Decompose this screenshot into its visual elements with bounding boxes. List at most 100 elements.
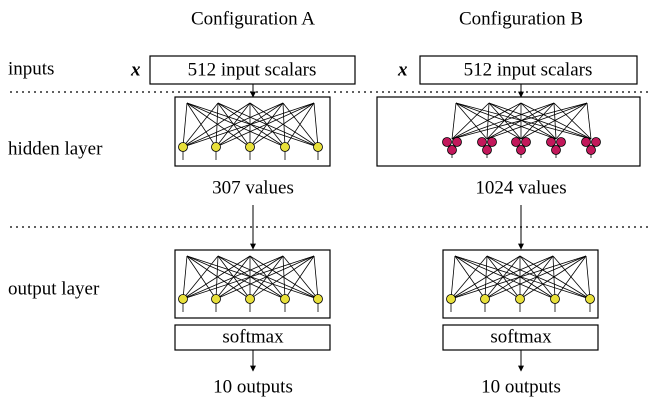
connection [486, 255, 556, 300]
connection [249, 102, 286, 148]
input-symbol: x [130, 59, 141, 80]
connection [215, 255, 315, 300]
connection [217, 102, 286, 148]
row-label: output layer [8, 278, 100, 299]
connection [249, 255, 284, 300]
connection [488, 102, 592, 140]
connection [450, 255, 587, 300]
connection [182, 255, 315, 300]
input-label: 512 input scalars [464, 59, 593, 80]
neuron [313, 294, 323, 304]
neuron [515, 294, 525, 304]
connection [451, 102, 490, 140]
connection [186, 255, 217, 300]
connection [450, 255, 554, 300]
softmax-label: softmax [222, 326, 284, 347]
output-label: 10 outputs [481, 376, 561, 397]
connection [519, 255, 556, 300]
column-title: Configuration B [459, 8, 583, 29]
neuron [511, 137, 521, 147]
connection [486, 255, 521, 300]
connection [454, 255, 521, 300]
connection [182, 255, 219, 300]
connection [284, 102, 315, 148]
output-box [442, 249, 599, 319]
input-box [419, 55, 638, 85]
hidden-label: 307 values [212, 177, 294, 198]
connection [455, 102, 522, 140]
neuron [452, 137, 462, 147]
connection [282, 255, 319, 300]
connection [249, 102, 315, 148]
connection [520, 102, 588, 140]
connection [186, 102, 217, 148]
connection [282, 102, 286, 148]
neuron [482, 145, 492, 155]
connection [182, 255, 284, 300]
connection [520, 102, 592, 140]
connection [182, 102, 284, 148]
connection [451, 102, 457, 140]
hidden-box [174, 96, 331, 167]
neuron [280, 142, 290, 152]
output-box [174, 249, 331, 319]
neuron [550, 294, 560, 304]
neuron [280, 294, 290, 304]
connection [217, 255, 286, 300]
connection [488, 102, 557, 140]
connection [486, 102, 490, 140]
connection [486, 255, 591, 300]
softmax-label: softmax [490, 326, 552, 347]
connection [520, 102, 557, 140]
neuron [245, 142, 255, 152]
arrows [250, 84, 524, 372]
connection [450, 255, 456, 300]
connection [186, 255, 251, 300]
neuron [516, 145, 526, 155]
connection [282, 102, 319, 148]
neuron [447, 145, 457, 155]
connection [284, 255, 315, 300]
connection [313, 255, 319, 300]
connection [454, 255, 591, 300]
hidden-label: 1024 values [475, 177, 566, 198]
output-label: 10 outputs [213, 376, 293, 397]
neuron [521, 137, 531, 147]
neuron [477, 137, 487, 147]
neuron [551, 145, 561, 155]
connection [586, 102, 592, 140]
neuron [585, 294, 595, 304]
connection [585, 255, 591, 300]
connection [553, 102, 557, 140]
connection [554, 255, 587, 300]
connection [450, 255, 488, 300]
connection [182, 102, 219, 148]
neuron [211, 294, 221, 304]
connection [455, 102, 557, 140]
connection [215, 102, 315, 148]
connection [217, 102, 251, 148]
connection [186, 102, 286, 148]
row-label: hidden layer [8, 138, 103, 159]
neuron [211, 142, 221, 152]
neuron [591, 137, 601, 147]
neuron [586, 145, 596, 155]
neuron [178, 294, 188, 304]
neuron [487, 137, 497, 147]
connection [555, 102, 588, 140]
connection [182, 102, 315, 148]
connection [186, 255, 319, 300]
connection [451, 102, 555, 140]
connection [455, 102, 488, 140]
neuron [313, 142, 323, 152]
connection [488, 102, 522, 140]
hidden-box [376, 96, 641, 167]
connection [249, 255, 315, 300]
connection [313, 102, 319, 148]
neuron [556, 137, 566, 147]
connection [455, 102, 592, 140]
connection [553, 102, 592, 140]
column-title: Configuration A [191, 8, 315, 29]
connection [450, 255, 521, 300]
